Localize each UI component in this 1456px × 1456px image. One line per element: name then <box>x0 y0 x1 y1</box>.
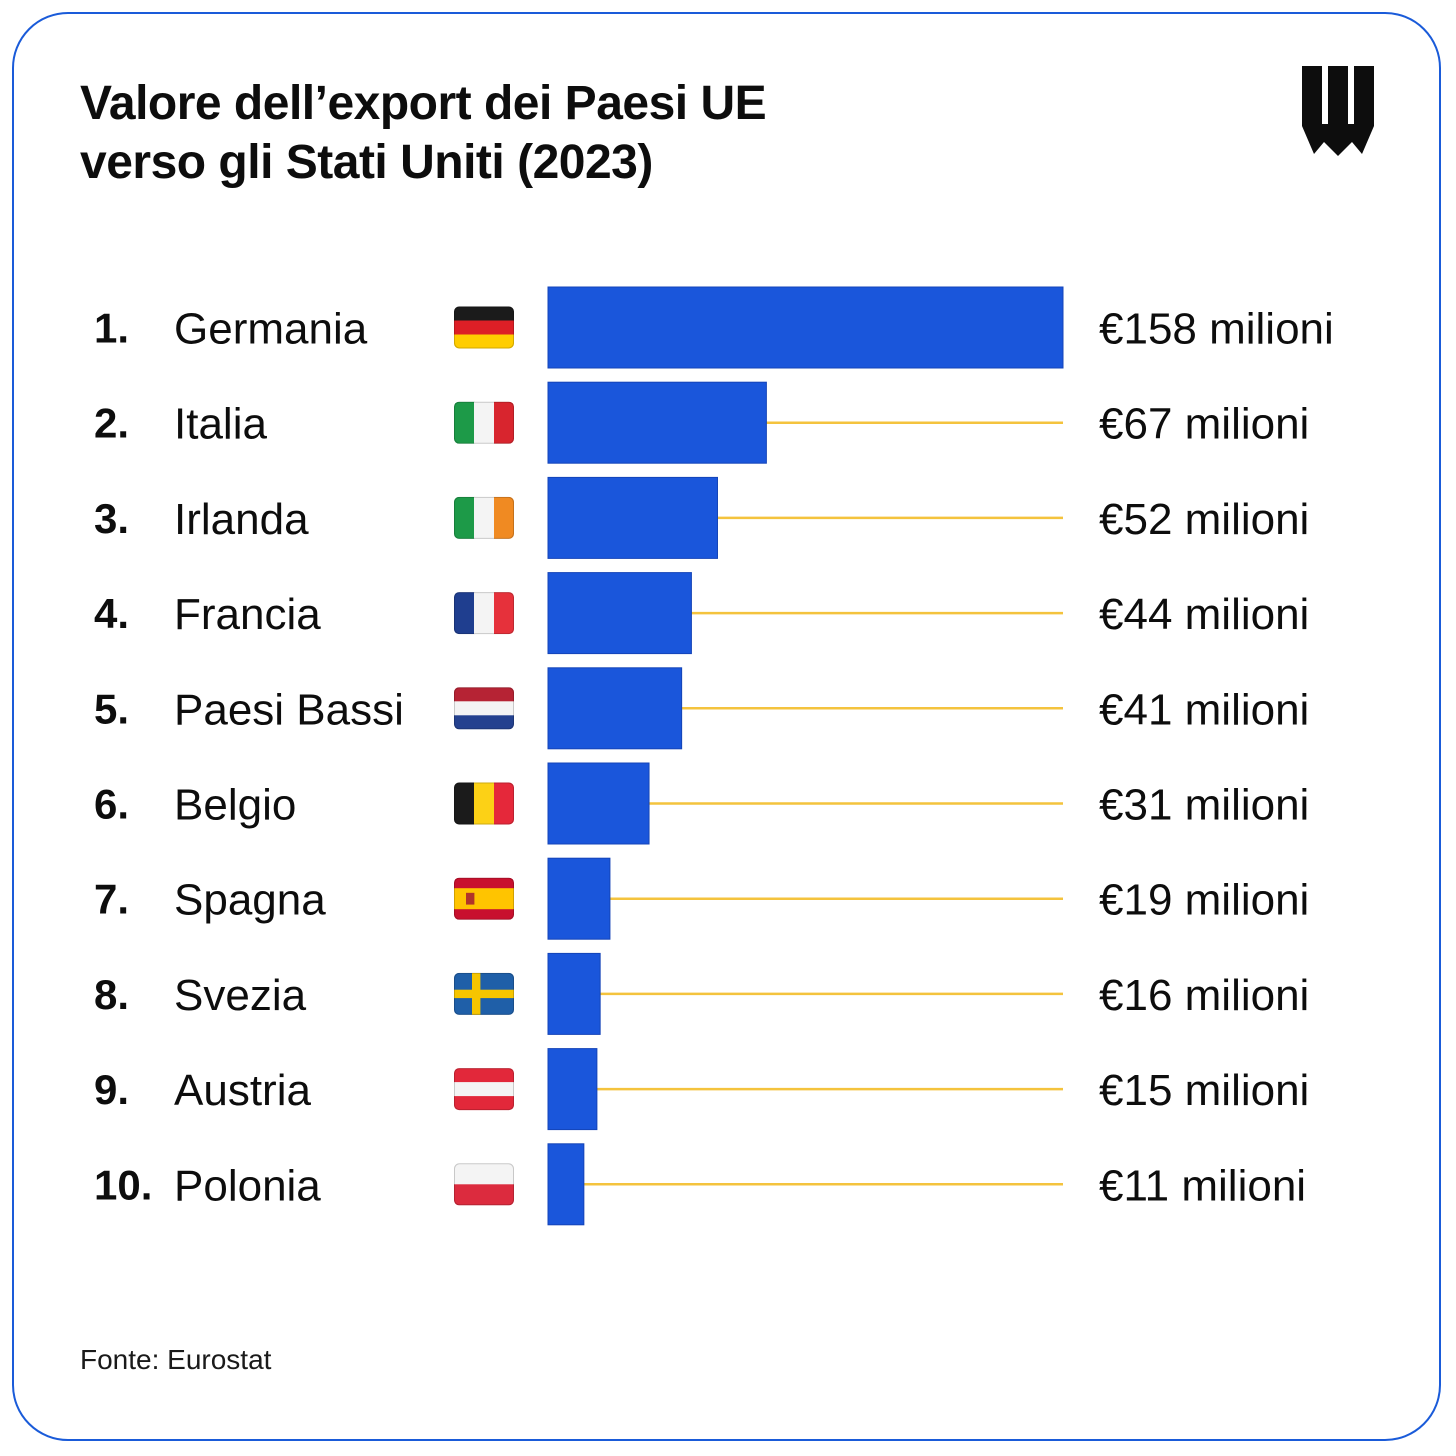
flag-ie-icon <box>454 496 514 539</box>
flag-se-icon <box>454 972 514 1015</box>
rank-label: 7. <box>94 876 129 923</box>
chart-title-line-1: Valore dell’export dei Paesi UE <box>80 77 767 130</box>
flag-pl-icon <box>454 1163 514 1206</box>
rank-label: 2. <box>94 400 129 447</box>
value-label: €44 milioni <box>1099 590 1309 639</box>
bar-francia <box>547 572 692 655</box>
country-label: Austria <box>174 1066 311 1115</box>
bar-irlanda <box>547 476 718 559</box>
country-label: Francia <box>174 590 321 639</box>
chart-title-line-2: verso gli Stati Uniti (2023) <box>80 136 653 189</box>
flag-es-icon <box>454 877 514 920</box>
bar-polonia <box>547 1143 585 1226</box>
chart-title: Valore dell’export dei Paesi UE verso gl… <box>80 74 767 192</box>
rank-label: 3. <box>94 495 129 542</box>
value-label: €11 milioni <box>1099 1161 1306 1210</box>
country-label: Polonia <box>174 1161 321 1210</box>
bar-germania <box>547 286 1064 369</box>
value-label: €67 milioni <box>1099 400 1309 449</box>
rank-label: 4. <box>94 590 129 637</box>
country-label: Irlanda <box>174 495 309 544</box>
card-frame <box>12 12 1441 1441</box>
flag-be-icon <box>454 782 514 825</box>
country-label: Germania <box>174 305 368 354</box>
country-label: Belgio <box>174 781 296 830</box>
value-label: €16 milioni <box>1099 971 1309 1020</box>
value-label: €31 milioni <box>1099 781 1309 830</box>
bar-svezia <box>547 952 601 1035</box>
country-label: Svezia <box>174 971 307 1020</box>
value-label: €41 milioni <box>1099 685 1309 734</box>
source-note: Fonte: Eurostat <box>80 1344 272 1375</box>
rank-label: 5. <box>94 685 129 732</box>
country-label: Paesi Bassi <box>174 685 404 734</box>
rank-label: 9. <box>94 1066 129 1113</box>
country-label: Italia <box>174 400 267 449</box>
flag-fr-icon <box>454 592 514 635</box>
flag-de-icon <box>454 306 514 349</box>
flag-nl-icon <box>454 687 514 730</box>
bar-paesi-bassi <box>547 667 683 750</box>
rank-label: 8. <box>94 971 129 1018</box>
value-label: €52 milioni <box>1099 495 1309 544</box>
flag-at-icon <box>454 1068 514 1111</box>
rank-label: 6. <box>94 781 129 828</box>
bar-spagna <box>547 857 611 940</box>
value-label: €158 milioni <box>1099 305 1334 354</box>
value-label: €15 milioni <box>1099 1066 1309 1115</box>
bar-austria <box>547 1048 598 1131</box>
rank-label: 10. <box>94 1161 152 1208</box>
value-label: €19 milioni <box>1099 876 1309 925</box>
bar-italia <box>547 381 767 464</box>
flag-it-icon <box>454 401 514 444</box>
country-label: Spagna <box>174 876 326 925</box>
shield-logo-icon <box>1302 66 1374 156</box>
bar-belgio <box>547 762 650 845</box>
rank-label: 1. <box>94 305 129 352</box>
